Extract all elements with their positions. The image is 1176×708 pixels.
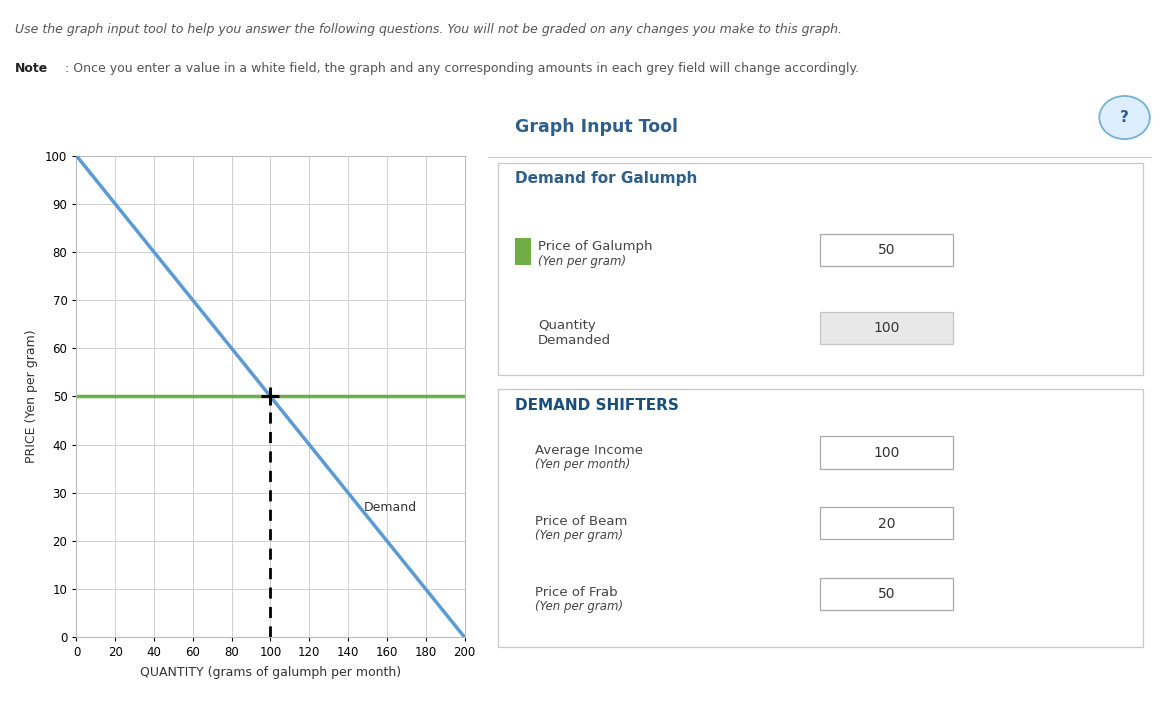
- Text: (Yen per gram): (Yen per gram): [535, 600, 622, 613]
- Text: ?: ?: [1120, 110, 1129, 125]
- X-axis label: QUANTITY (grams of galumph per month): QUANTITY (grams of galumph per month): [140, 666, 401, 679]
- Circle shape: [1100, 96, 1150, 139]
- Text: (Yen per gram): (Yen per gram): [535, 529, 622, 542]
- Text: 50: 50: [878, 588, 895, 601]
- Text: : Once you enter a value in a white field, the graph and any corresponding amoun: : Once you enter a value in a white fiel…: [65, 62, 858, 75]
- Text: 50: 50: [878, 243, 895, 257]
- FancyBboxPatch shape: [497, 163, 1143, 375]
- Text: Price of Beam: Price of Beam: [535, 515, 627, 528]
- Text: 100: 100: [874, 321, 900, 335]
- FancyBboxPatch shape: [821, 436, 953, 469]
- FancyBboxPatch shape: [0, 76, 1176, 685]
- Text: Demand for Galumph: Demand for Galumph: [515, 171, 697, 186]
- Text: 100: 100: [874, 446, 900, 459]
- Text: Price of Frab: Price of Frab: [535, 586, 617, 599]
- Text: Demand: Demand: [363, 501, 416, 514]
- FancyBboxPatch shape: [821, 578, 953, 610]
- FancyBboxPatch shape: [821, 507, 953, 539]
- FancyBboxPatch shape: [497, 389, 1143, 647]
- Text: Demanded: Demanded: [537, 333, 612, 347]
- Y-axis label: PRICE (Yen per gram): PRICE (Yen per gram): [25, 330, 38, 463]
- Text: Note: Note: [15, 62, 48, 75]
- Text: Use the graph input tool to help you answer the following questions. You will no: Use the graph input tool to help you ans…: [15, 23, 842, 35]
- Text: Quantity: Quantity: [537, 319, 595, 333]
- Text: Average Income: Average Income: [535, 444, 642, 457]
- Text: (Yen per month): (Yen per month): [535, 458, 630, 472]
- FancyBboxPatch shape: [821, 234, 953, 266]
- FancyBboxPatch shape: [821, 312, 953, 344]
- Text: 20: 20: [878, 517, 895, 530]
- FancyBboxPatch shape: [515, 238, 532, 265]
- Text: DEMAND SHIFTERS: DEMAND SHIFTERS: [515, 398, 679, 413]
- Text: Graph Input Tool: Graph Input Tool: [515, 118, 677, 135]
- Text: Price of Galumph: Price of Galumph: [537, 240, 653, 253]
- Text: (Yen per gram): (Yen per gram): [537, 256, 626, 268]
